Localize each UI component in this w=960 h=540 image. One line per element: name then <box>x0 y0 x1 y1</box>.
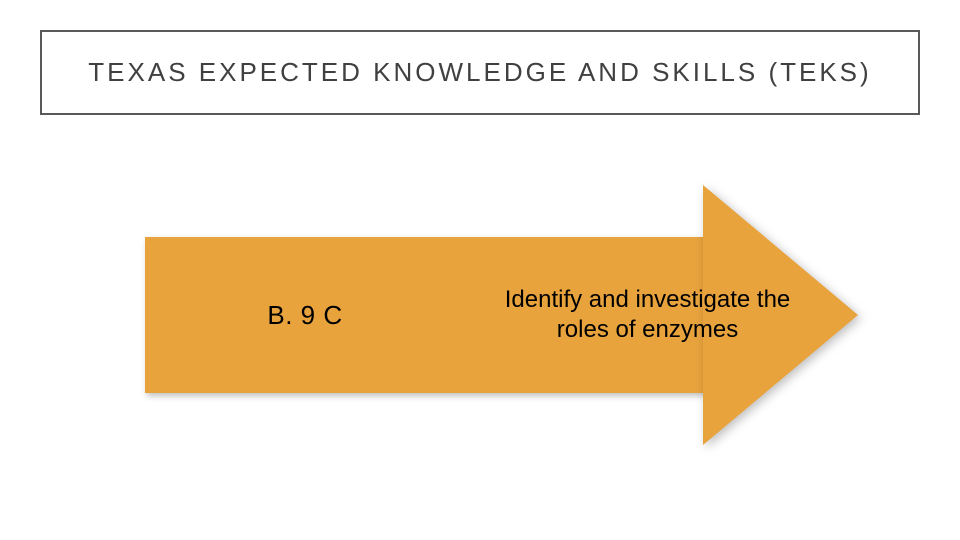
title-box: TEXAS EXPECTED KNOWLEDGE AND SKILLS (TEK… <box>40 30 920 115</box>
arrow-left-label: B. 9 C <box>145 237 465 393</box>
block-arrow: B. 9 C Identify and investigate the role… <box>145 185 865 445</box>
slide-title: TEXAS EXPECTED KNOWLEDGE AND SKILLS (TEK… <box>88 57 871 88</box>
arrow-right-label: Identify and investigate the roles of en… <box>500 237 795 393</box>
